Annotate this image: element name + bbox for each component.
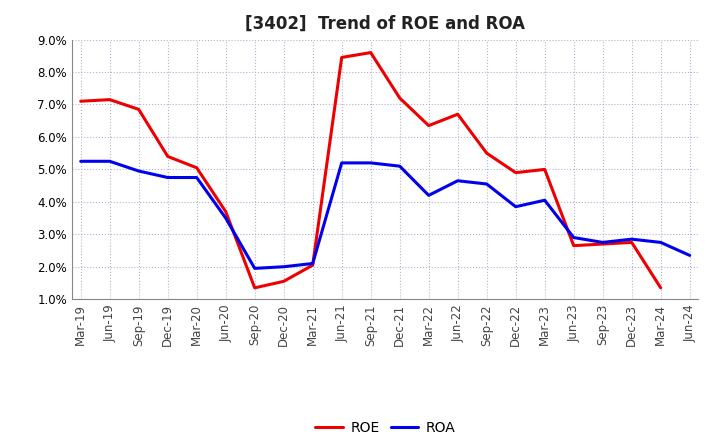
ROA xyxy=(251,266,259,271)
ROA xyxy=(657,240,665,245)
ROA xyxy=(163,175,172,180)
ROE xyxy=(598,242,607,247)
ROE xyxy=(511,170,520,175)
ROA xyxy=(541,198,549,203)
ROA xyxy=(482,181,491,187)
ROA xyxy=(366,160,375,165)
ROA xyxy=(511,204,520,209)
ROA xyxy=(279,264,288,269)
Line: ROA: ROA xyxy=(81,161,690,268)
ROE xyxy=(395,95,404,101)
ROE xyxy=(308,263,317,268)
ROE xyxy=(541,167,549,172)
ROA xyxy=(395,164,404,169)
ROE xyxy=(454,112,462,117)
ROE xyxy=(657,285,665,290)
ROA xyxy=(338,160,346,165)
ROE xyxy=(627,240,636,245)
Line: ROE: ROE xyxy=(81,52,661,288)
ROE xyxy=(338,55,346,60)
ROE xyxy=(279,279,288,284)
ROA xyxy=(685,253,694,258)
ROE xyxy=(366,50,375,55)
ROA xyxy=(454,178,462,183)
Legend: ROE, ROA: ROE, ROA xyxy=(310,415,461,440)
ROA xyxy=(135,169,143,174)
ROE xyxy=(251,285,259,290)
ROE xyxy=(221,209,230,214)
ROE xyxy=(163,154,172,159)
ROE xyxy=(105,97,114,102)
ROE xyxy=(76,99,85,104)
ROA xyxy=(308,261,317,266)
ROA xyxy=(105,159,114,164)
ROA xyxy=(627,237,636,242)
ROE xyxy=(135,107,143,112)
ROA xyxy=(570,235,578,240)
ROA xyxy=(598,240,607,245)
ROA xyxy=(192,175,201,180)
ROE xyxy=(424,123,433,128)
ROA xyxy=(424,193,433,198)
ROA xyxy=(76,159,85,164)
Title: [3402]  Trend of ROE and ROA: [3402] Trend of ROE and ROA xyxy=(246,15,525,33)
ROA xyxy=(221,216,230,221)
ROE xyxy=(482,150,491,156)
ROE xyxy=(192,165,201,170)
ROE xyxy=(570,243,578,248)
